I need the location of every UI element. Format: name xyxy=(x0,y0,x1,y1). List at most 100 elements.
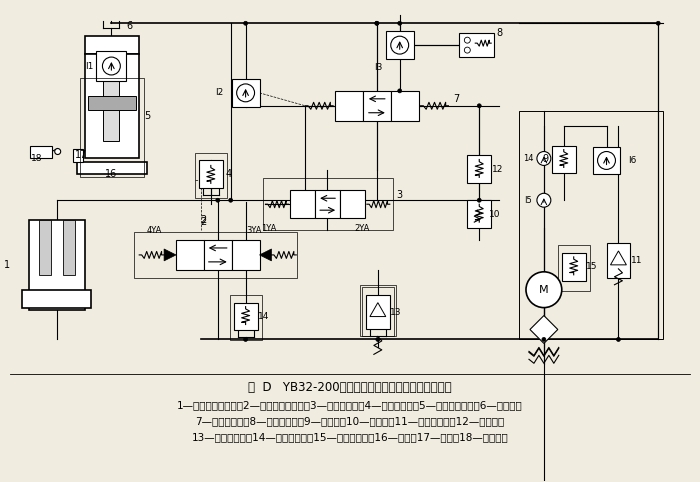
Text: I1: I1 xyxy=(85,62,94,70)
Circle shape xyxy=(656,21,660,25)
Text: 9: 9 xyxy=(542,154,549,164)
Circle shape xyxy=(229,198,232,202)
Bar xyxy=(73,148,83,162)
Text: 1YA: 1YA xyxy=(261,224,277,233)
Text: 5: 5 xyxy=(144,111,150,120)
Text: 6: 6 xyxy=(126,21,132,31)
Text: M: M xyxy=(539,285,549,295)
Text: 8: 8 xyxy=(496,28,502,38)
Polygon shape xyxy=(530,316,558,343)
Circle shape xyxy=(375,21,379,25)
Circle shape xyxy=(244,337,248,341)
Bar xyxy=(519,111,663,339)
Bar xyxy=(204,240,232,270)
Bar xyxy=(468,200,491,228)
Bar xyxy=(360,285,395,336)
Circle shape xyxy=(537,193,551,207)
Circle shape xyxy=(598,151,615,169)
Bar xyxy=(88,96,136,110)
Circle shape xyxy=(464,47,470,53)
Bar xyxy=(199,161,223,188)
Bar xyxy=(362,287,393,336)
Circle shape xyxy=(102,57,120,75)
Text: 1—下缸（顶出缸）；2—下缸电液换向阀；3—主缸先导阀；4—主缸安全阀；5—上缸（主缸）；6—充液箱；: 1—下缸（顶出缸）；2—下缸电液换向阀；3—主缸先导阀；4—主缸安全阀；5—上缸… xyxy=(177,400,523,410)
Bar xyxy=(606,243,631,278)
Text: 14: 14 xyxy=(523,154,533,163)
Text: I5: I5 xyxy=(524,196,532,205)
Bar xyxy=(562,253,586,281)
Bar xyxy=(315,190,340,218)
Polygon shape xyxy=(164,249,176,261)
Bar xyxy=(335,91,363,120)
Text: 7: 7 xyxy=(454,94,459,104)
Bar xyxy=(76,162,147,174)
Text: 4: 4 xyxy=(225,169,232,179)
Text: 3YA: 3YA xyxy=(246,226,261,235)
Circle shape xyxy=(526,272,562,308)
Circle shape xyxy=(398,21,402,25)
Text: 15: 15 xyxy=(586,262,597,271)
Circle shape xyxy=(216,198,220,202)
Bar xyxy=(593,147,620,174)
Text: 图  D   YB32-200型四柱万能液压机的液压系统原理图: 图 D YB32-200型四柱万能液压机的液压系统原理图 xyxy=(248,381,452,394)
Text: 4YA: 4YA xyxy=(146,226,162,235)
Circle shape xyxy=(464,37,470,43)
Text: 13: 13 xyxy=(390,308,402,317)
Bar xyxy=(552,146,575,174)
Bar xyxy=(85,36,139,54)
Circle shape xyxy=(537,151,551,165)
Text: 3: 3 xyxy=(397,190,402,200)
Bar xyxy=(262,178,393,230)
Bar xyxy=(366,295,390,330)
Text: 7—主缸换向阀；8—压力继电器；9—释压阀；10—顺序阀；11—泵站溢流阀；12—减压阀；: 7—主缸换向阀；8—压力继电器；9—释压阀；10—顺序阀；11—泵站溢流阀；12… xyxy=(195,416,505,426)
Text: 18: 18 xyxy=(31,154,43,163)
Bar xyxy=(30,146,52,159)
Circle shape xyxy=(391,36,409,54)
Text: 12: 12 xyxy=(491,165,503,174)
Bar xyxy=(468,156,491,183)
Bar xyxy=(195,152,227,198)
Bar xyxy=(104,54,119,141)
Text: 14: 14 xyxy=(258,312,270,321)
Text: 10: 10 xyxy=(489,210,501,219)
Polygon shape xyxy=(260,249,272,261)
Bar xyxy=(38,220,50,275)
Bar xyxy=(29,220,85,309)
Text: 1: 1 xyxy=(4,260,10,270)
Text: 11: 11 xyxy=(631,256,642,266)
Circle shape xyxy=(398,89,402,93)
Circle shape xyxy=(55,148,61,155)
Bar xyxy=(459,33,494,57)
Bar xyxy=(232,79,260,107)
Text: 2YA: 2YA xyxy=(354,224,370,233)
Circle shape xyxy=(376,337,380,341)
Bar xyxy=(22,290,92,308)
Bar xyxy=(97,51,126,81)
Text: 16: 16 xyxy=(105,169,118,179)
Text: 13—下缸溢流阀；14—下缸安全阀；15—远程调压阀；16—滑块；17—挡块；18—行程开关: 13—下缸溢流阀；14—下缸安全阀；15—远程调压阀；16—滑块；17—挡块；1… xyxy=(192,432,508,442)
Bar xyxy=(134,232,298,278)
Text: 2: 2 xyxy=(201,217,207,227)
Circle shape xyxy=(542,337,546,341)
Bar xyxy=(63,220,75,275)
Bar xyxy=(85,54,139,159)
Bar xyxy=(340,190,365,218)
Bar xyxy=(80,78,144,177)
Circle shape xyxy=(244,21,248,25)
Bar xyxy=(363,91,391,120)
Bar xyxy=(234,303,258,331)
Text: 17: 17 xyxy=(76,150,88,161)
Bar xyxy=(558,245,589,291)
Text: I3: I3 xyxy=(374,63,382,71)
Bar xyxy=(230,295,262,340)
Circle shape xyxy=(617,337,620,341)
Bar xyxy=(391,91,419,120)
Text: I6: I6 xyxy=(629,156,637,165)
Circle shape xyxy=(375,21,379,25)
Text: 2: 2 xyxy=(201,215,207,225)
Circle shape xyxy=(237,84,255,102)
Circle shape xyxy=(477,104,481,108)
Circle shape xyxy=(477,198,481,202)
Bar xyxy=(386,31,414,59)
Bar xyxy=(176,240,204,270)
